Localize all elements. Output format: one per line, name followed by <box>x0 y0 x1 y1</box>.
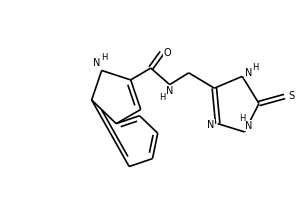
Text: H: H <box>101 53 108 62</box>
Text: N: N <box>245 121 252 131</box>
Text: N: N <box>244 68 252 78</box>
Text: H: H <box>252 63 258 72</box>
Text: N: N <box>166 86 173 96</box>
Text: O: O <box>163 48 171 58</box>
Text: S: S <box>289 91 295 101</box>
Text: H: H <box>239 114 246 123</box>
Text: H: H <box>160 93 166 102</box>
Text: N: N <box>207 120 214 130</box>
Text: N: N <box>93 58 100 68</box>
